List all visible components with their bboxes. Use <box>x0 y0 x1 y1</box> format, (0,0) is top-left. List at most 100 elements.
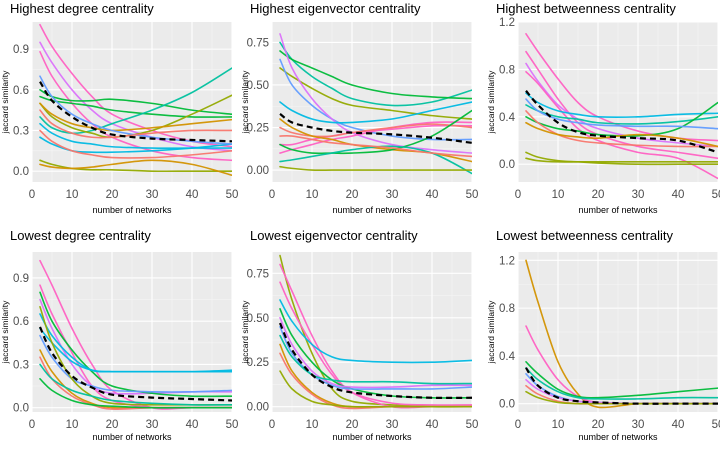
series-line-7 <box>279 325 472 390</box>
mean-line <box>525 90 718 154</box>
series-line-4 <box>279 58 472 141</box>
series-line-2 <box>525 50 718 160</box>
x-tick-label: 10 <box>66 189 79 201</box>
x-tick-label: 40 <box>426 189 439 201</box>
y-tick-label: 0.75 <box>247 268 269 280</box>
series-line-12 <box>39 378 232 409</box>
x-axis-label: number of networks <box>578 205 658 215</box>
y-tick-label: 0.3 <box>13 125 29 137</box>
series-line-9 <box>279 123 472 138</box>
mean-line <box>525 367 718 405</box>
x-tick-label: 0 <box>515 419 521 431</box>
series-line-6 <box>279 316 472 389</box>
x-axis-label: number of networks <box>92 205 172 215</box>
y-tick-label: 0.50 <box>247 80 269 92</box>
series-line-5 <box>279 33 472 154</box>
chart-title: Lowest eigenvector centrality <box>250 228 418 243</box>
y-tick-label: 0.8 <box>499 64 515 76</box>
x-tick-label: 10 <box>552 189 565 201</box>
x-tick-label: 30 <box>632 419 645 431</box>
series-line-3 <box>525 361 718 399</box>
chart-title: Highest eigenvector centrality <box>250 1 421 16</box>
series-line-5 <box>525 92 718 118</box>
x-axis-label: number of networks <box>92 432 172 442</box>
x-tick-label: 50 <box>466 189 479 201</box>
x-tick-label: 10 <box>66 419 79 431</box>
y-tick-label: 0.4 <box>499 112 516 124</box>
y-tick-label: 0.00 <box>247 165 269 177</box>
x-tick-label: 0 <box>269 419 275 431</box>
x-tick-label: 50 <box>712 419 720 431</box>
y-axis-label: jaccard similarity <box>240 300 250 365</box>
x-tick-label: 20 <box>346 419 359 431</box>
series-group <box>278 254 472 410</box>
series-line-3 <box>279 67 472 120</box>
series-group <box>39 23 232 177</box>
x-tick-label: 50 <box>226 419 239 431</box>
series-line-9 <box>525 110 718 148</box>
series-line-4 <box>39 291 232 398</box>
series-line-13 <box>39 129 232 159</box>
y-tick-label: 0.0 <box>499 159 515 171</box>
chart-title: Highest degree centrality <box>10 1 154 16</box>
x-tick-label: 40 <box>672 419 685 431</box>
x-tick-label: 50 <box>466 419 479 431</box>
x-axis-label: number of networks <box>332 432 412 442</box>
series-group <box>525 33 718 180</box>
x-tick-label: 0 <box>29 189 35 201</box>
series-line-11 <box>39 363 232 406</box>
mean-line <box>39 81 232 143</box>
x-tick-label: 0 <box>29 419 35 431</box>
x-tick-label: 30 <box>146 189 159 201</box>
x-tick-label: 30 <box>386 189 399 201</box>
y-tick-label: 0.25 <box>247 123 269 135</box>
x-tick-label: 10 <box>306 419 319 431</box>
y-axis-label: jaccard similarity <box>486 70 496 135</box>
x-tick-label: 30 <box>632 189 645 201</box>
x-tick-label: 20 <box>592 189 605 201</box>
x-tick-label: 0 <box>269 189 275 201</box>
x-tick-label: 40 <box>672 189 685 201</box>
x-tick-label: 20 <box>106 189 119 201</box>
y-tick-label: 0.50 <box>247 313 269 325</box>
chart-panel-2: 0 10 20 30 40 50 0.00 0.25 0.50 0.75 Highest eigen… <box>240 1 478 215</box>
series-line-2 <box>39 41 232 152</box>
y-tick-label: 0.9 <box>13 44 29 56</box>
chart-panel-6: 0 10 20 30 40 50 0.0 0.4 0.8 1.2 Lowest betweennes… <box>486 228 720 442</box>
series-line-13 <box>279 165 472 172</box>
y-tick-label: 0.8 <box>499 303 515 315</box>
x-tick-label: 30 <box>386 419 399 431</box>
y-tick-label: 0.4 <box>499 351 516 363</box>
mean-line <box>278 322 472 400</box>
x-tick-label: 50 <box>226 189 239 201</box>
y-tick-label: 0.6 <box>13 316 29 328</box>
x-tick-label: 50 <box>712 189 720 201</box>
chart-panel-4: 0 10 20 30 40 50 0.0 0.3 0.6 0.9 Lowest degree cen… <box>0 228 238 442</box>
series-line-4 <box>279 299 472 364</box>
series-line-12 <box>525 157 718 163</box>
y-axis-label: jaccard similarity <box>240 70 250 135</box>
series-line-2 <box>279 50 472 100</box>
chart-title: Lowest betweenness centrality <box>496 228 674 243</box>
chart-panel-5: 0 10 20 30 40 50 0.00 0.25 0.50 0.75 Lowest eigenv… <box>240 228 478 442</box>
x-tick-label: 0 <box>515 189 521 201</box>
chart-panel-1: 0 10 20 30 40 50 0.0 0.3 0.6 0.9 Highest degree ce… <box>0 1 238 215</box>
series-line-14 <box>279 134 472 158</box>
x-tick-label: 40 <box>186 419 199 431</box>
y-tick-label: 0.0 <box>13 166 29 178</box>
series-line-4 <box>525 367 718 400</box>
x-tick-label: 30 <box>146 419 159 431</box>
x-tick-label: 10 <box>552 419 565 431</box>
y-tick-label: 0.3 <box>13 359 29 371</box>
series-line-8 <box>525 98 718 130</box>
series-line-4 <box>525 70 718 180</box>
series-line-7 <box>39 334 232 393</box>
y-axis-label: jaccard similarity <box>486 300 496 365</box>
x-tick-label: 40 <box>426 419 439 431</box>
mean-line <box>279 113 472 144</box>
mean-line <box>38 326 232 402</box>
series-group <box>38 259 232 411</box>
